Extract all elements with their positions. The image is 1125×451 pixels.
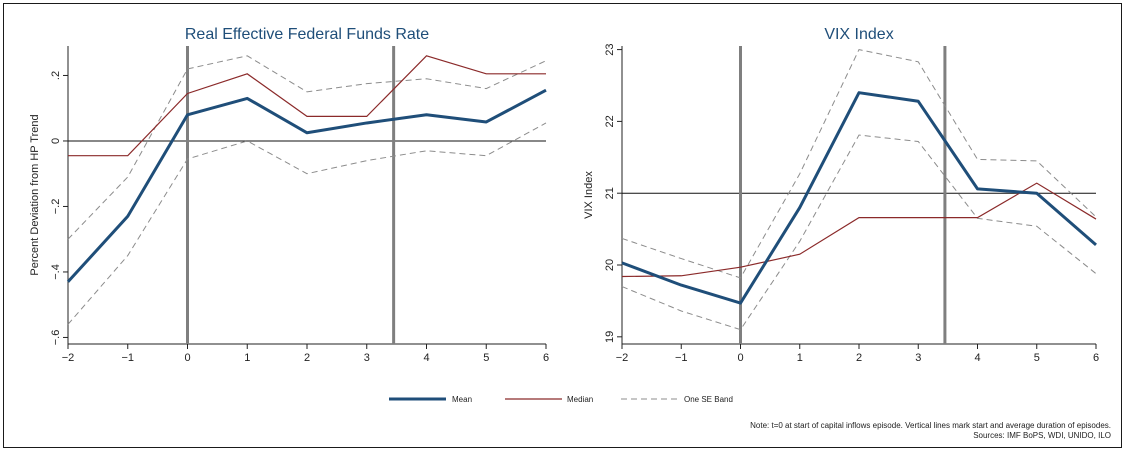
footnote: Note: t=0 at start of capital inflows ep… [750, 421, 1111, 430]
chart1-x-tick-label: 5 [483, 352, 489, 364]
chart1-y-tick-label: −.4 [50, 264, 62, 280]
chart2-x-tick-label: 4 [974, 352, 980, 364]
legend-mean-label: Mean [452, 395, 472, 404]
chart2-x-tick-label: 6 [1093, 352, 1099, 364]
chart1-y-axis-title: Percent Deviation from HP Trend [29, 114, 41, 275]
chart1-y-tick-label: −.2 [50, 199, 62, 215]
chart2-x-tick-label: 1 [797, 352, 803, 364]
chart2-series-mean-line [621, 91, 1097, 305]
chart2-title: VIX Index [824, 26, 893, 43]
chart1-x-tick-label: −1 [121, 352, 134, 364]
chart1-y-tick-label: .2 [50, 71, 62, 80]
chart1-series-one-se-band-upper-line [67, 55, 547, 240]
chart1-x-tick-label: 6 [543, 352, 549, 364]
chart1-title: Real Effective Federal Funds Rate [185, 26, 429, 43]
chart2-x-tick-label: 2 [856, 352, 862, 364]
chart2-x-tick-label: 0 [737, 352, 743, 364]
chart1-x-tick-label: 3 [364, 352, 370, 364]
sources-note: Sources: IMF BoPS, WDI, UNIDO, ILO [973, 431, 1111, 440]
figure-frame [3, 3, 1122, 448]
chart2-series-one-se-band-upper-line [621, 49, 1097, 279]
chart2-series-median-line [621, 182, 1097, 278]
chart2-y-tick-label: 21 [604, 187, 616, 199]
chart1-series-median-line [68, 55, 546, 157]
legend-band-label: One SE Band [684, 395, 733, 404]
chart2-y-tick-label: 19 [604, 331, 616, 343]
chart2-y-tick-label: 22 [604, 115, 616, 127]
chart2-x-tick-label: 3 [915, 352, 921, 364]
chart1-series-mean-line [66, 88, 547, 283]
chart1-series-one-se-band-lower-line [67, 122, 547, 325]
chart1-x-tick-label: 4 [423, 352, 429, 364]
chart1-x-tick-label: 1 [244, 352, 250, 364]
chart2-y-tick-label: 20 [604, 259, 616, 271]
chart2-x-tick-label: 5 [1034, 352, 1040, 364]
chart2-series-one-se-band-lower-line [621, 134, 1097, 331]
chart2-y-tick-label: 23 [604, 43, 616, 55]
chart1-y-tick-label: −.6 [50, 330, 62, 346]
chart2-y-axis-title: VIX Index [583, 171, 595, 219]
chart1-y-tick-label: 0 [50, 138, 62, 144]
chart2-x-tick-label: −1 [675, 352, 688, 364]
chart1-x-tick-label: 0 [184, 352, 190, 364]
legend-median-label: Median [567, 395, 593, 404]
chart1-x-tick-label: −2 [62, 352, 75, 364]
chart2-x-tick-label: −2 [616, 352, 629, 364]
chart1-x-tick-label: 2 [304, 352, 310, 364]
